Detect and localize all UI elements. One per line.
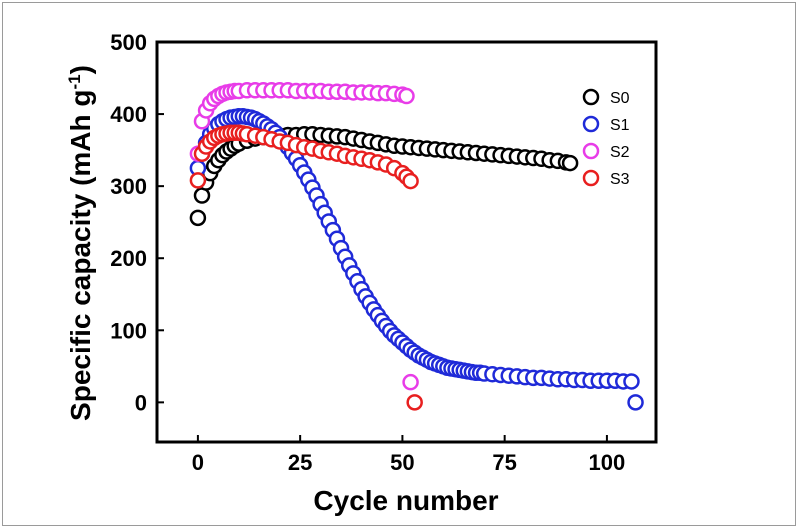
legend-marker-s3	[582, 169, 600, 187]
data-point-s0	[561, 154, 579, 172]
legend-item-s3: S3	[582, 169, 630, 188]
y-tick-label: 0	[135, 390, 147, 415]
data-point-s0	[189, 209, 207, 227]
data-point-s1	[627, 394, 644, 411]
y-axis-title-close: )	[65, 65, 96, 74]
x-tick-label: 0	[192, 450, 204, 475]
legend-label-s0: S0	[610, 90, 630, 107]
y-tick-label: 300	[110, 174, 147, 199]
y-tick-label: 400	[110, 102, 147, 127]
x-tick-label: 50	[390, 450, 414, 475]
legend-item-s0: S0	[582, 88, 630, 107]
legend-label-s1: S1	[610, 117, 630, 134]
legend-marker-s1	[582, 115, 600, 133]
x-tick-label: 25	[288, 450, 312, 475]
data-point-s2	[402, 373, 419, 391]
legend-item-s2: S2	[582, 142, 630, 161]
data-point-s3	[189, 172, 207, 189]
axis-ticks: 0 25 50 75 100 0 100 200 300 400 500	[110, 30, 625, 475]
series-s0	[189, 126, 579, 227]
y-tick-label: 500	[110, 30, 147, 55]
data-point-s1	[623, 373, 640, 390]
data-point-s3	[402, 172, 419, 190]
y-axis-title-exponent: -1	[65, 74, 84, 89]
x-tick-label: 75	[492, 450, 516, 475]
y-axis-title-main: Specific capacity (mAh g	[65, 90, 96, 421]
series-s2	[189, 82, 419, 391]
data-points-layer	[189, 82, 644, 411]
legend-label-s3: S3	[610, 171, 630, 188]
legend: S0 S1 S2 S3	[582, 88, 630, 188]
x-tick-label: 100	[589, 450, 626, 475]
series-s3	[189, 124, 423, 411]
plot-frame	[155, 40, 658, 444]
y-tick-label: 200	[110, 246, 147, 271]
data-point-s3	[406, 394, 423, 411]
y-tick-label: 100	[110, 318, 147, 343]
legend-label-s2: S2	[610, 144, 630, 161]
legend-item-s1: S1	[582, 115, 630, 134]
data-point-s2	[398, 87, 415, 105]
y-axis-title: Specific capacity (mAh g-1)	[65, 65, 96, 421]
legend-marker-s2	[582, 142, 600, 160]
x-axis-title: Cycle number	[313, 485, 498, 516]
legend-marker-s0	[582, 88, 600, 106]
